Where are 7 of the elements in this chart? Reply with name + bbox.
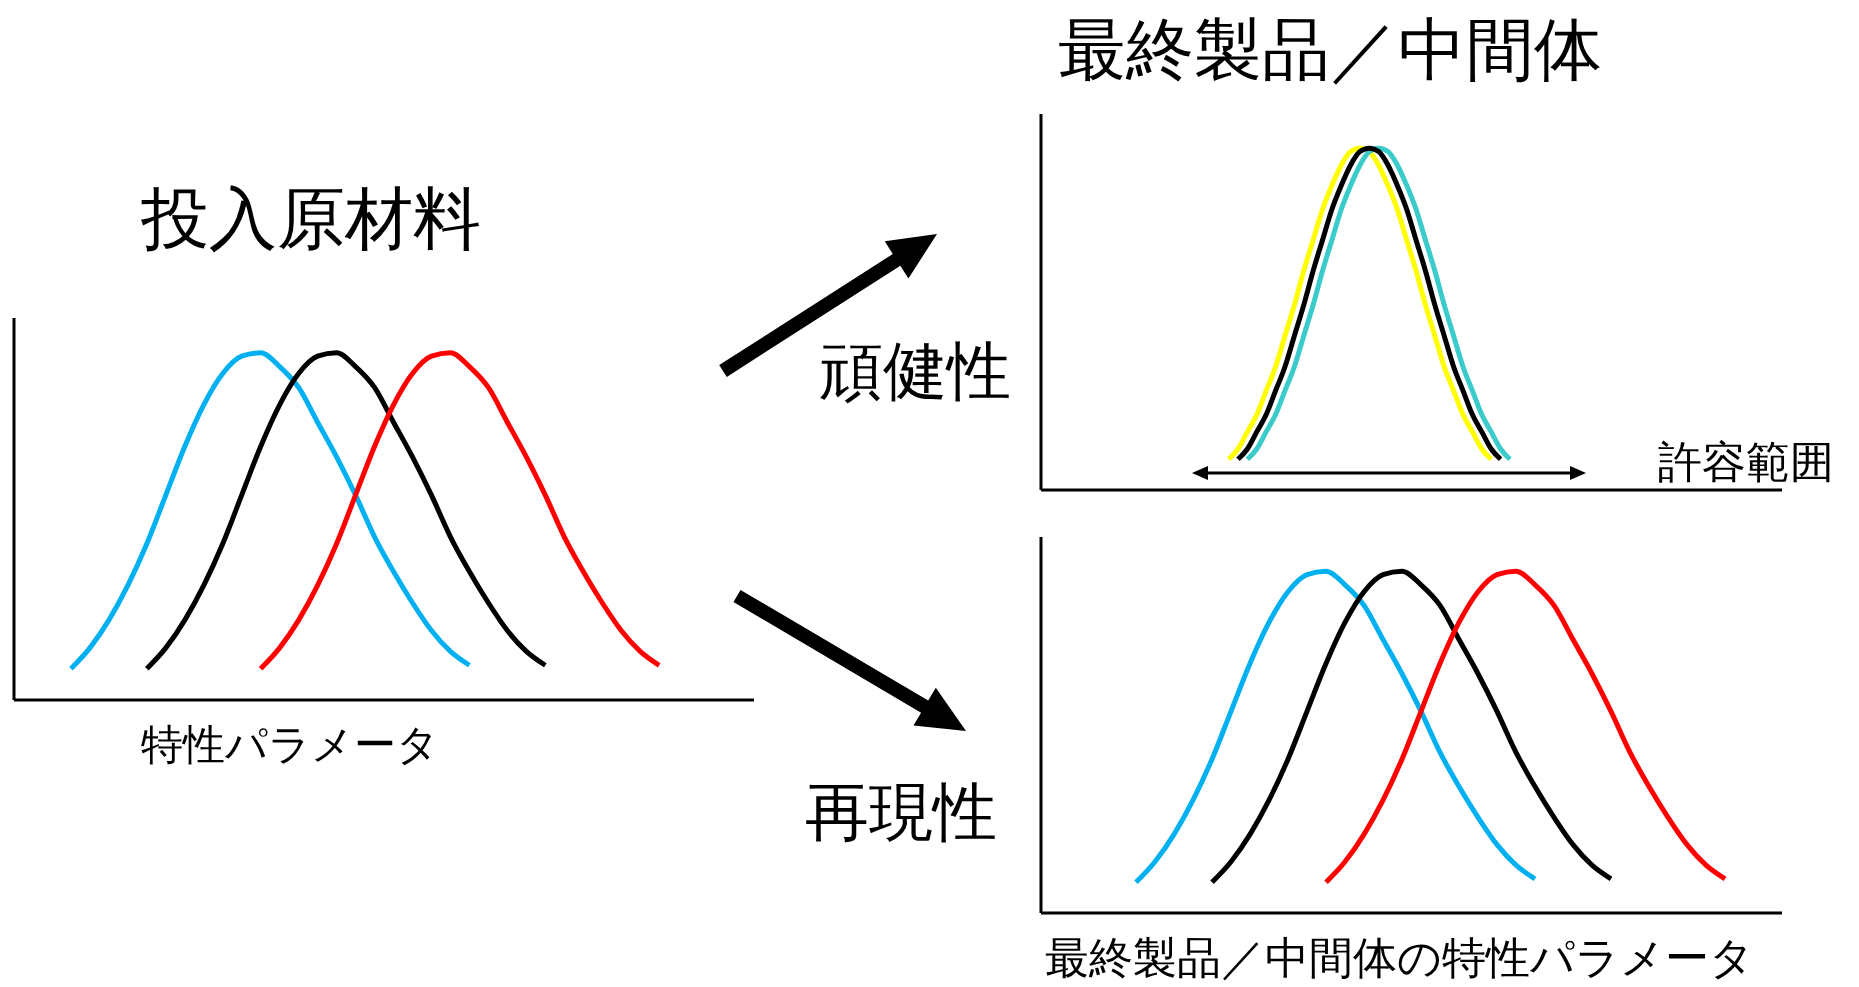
text: 頑健性 — [819, 333, 1011, 408]
x-axis-title: 特性パラメータ — [141, 719, 439, 769]
chart-title: 投入原材料 — [141, 178, 481, 258]
chart-title: 最終製品／中間体 — [1058, 9, 1602, 89]
annotation: 許容範囲 — [1658, 435, 1834, 487]
text: 再現性 — [805, 774, 997, 849]
x-axis-title: 最終製品／中間体の特性パラメータ — [1044, 931, 1754, 983]
